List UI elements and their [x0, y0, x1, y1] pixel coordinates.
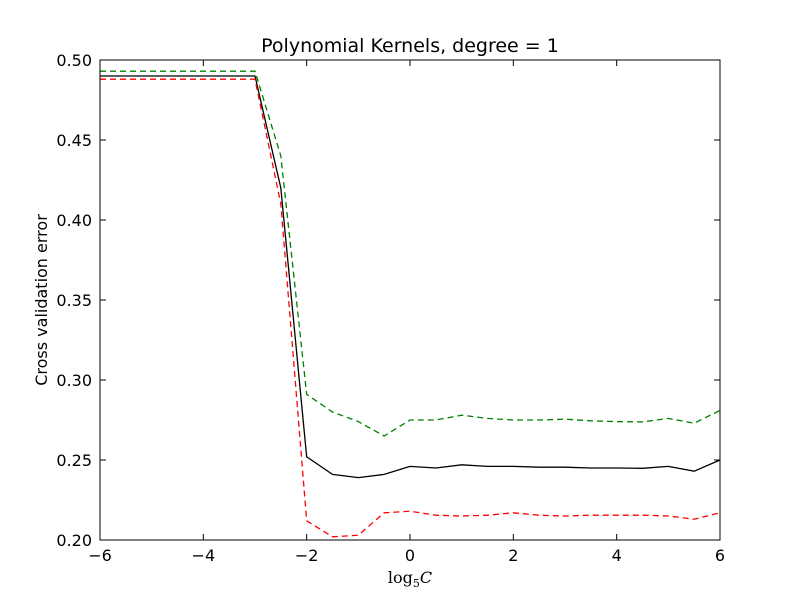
x-tick-label: 6 — [715, 546, 725, 565]
x-axis-label-variable: C — [420, 568, 432, 587]
y-tick-label: 0.20 — [56, 531, 92, 550]
y-tick-label: 0.30 — [56, 371, 92, 390]
x-tick-label: −2 — [295, 546, 319, 565]
ticks-layer: −6 −4 −2 0 2 4 6 0.20 0.25 0.30 0.35 0.40 0.45 0.50 — [56, 51, 725, 565]
y-tick-label: 0.25 — [56, 451, 92, 470]
y-tick-label: 0.45 — [56, 131, 92, 150]
x-tick-label: 4 — [612, 546, 622, 565]
series-line-2 — [100, 78, 721, 538]
chart-title: Polynomial Kernels, degree = 1 — [261, 35, 559, 57]
x-tick-label: 0 — [405, 546, 415, 565]
x-axis-label: log5C — [388, 568, 432, 590]
series-line-0 — [100, 75, 721, 479]
x-tick-label: −4 — [192, 546, 216, 565]
y-tick-label: 0.35 — [56, 291, 92, 310]
x-tick-label: 2 — [508, 546, 518, 565]
x-tick-label: −6 — [88, 546, 112, 565]
series-layer — [100, 70, 721, 538]
y-axis-label: Cross validation error — [32, 214, 51, 386]
y-tick-label: 0.50 — [56, 51, 92, 70]
x-axis-label-base: 5 — [413, 577, 420, 590]
y-tick-label: 0.40 — [56, 211, 92, 230]
series-line-1 — [100, 70, 721, 437]
x-axis-label-log: log — [388, 568, 413, 587]
